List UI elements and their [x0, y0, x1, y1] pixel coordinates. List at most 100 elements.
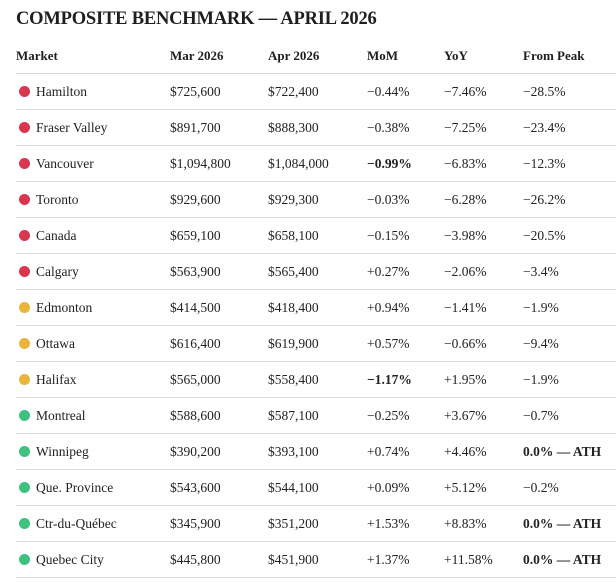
mom-cell: −0.44% — [367, 73, 444, 110]
table-row: Que. Province $543,600 $544,100 +0.09% +5.12… — [16, 469, 616, 506]
from-peak-cell: 0.0% — ATH — [523, 541, 616, 578]
mar-2026-cell: $659,100 — [170, 217, 268, 254]
market-name: Winnipeg — [36, 443, 89, 459]
mom-cell: −0.03% — [367, 181, 444, 218]
market-cell: Halifax — [16, 361, 170, 398]
apr-2026-cell: $451,900 — [268, 541, 367, 578]
market-cell: Edmonton — [16, 289, 170, 326]
apr-2026-cell: $929,300 — [268, 181, 367, 218]
from-peak-cell: 0.0% — ATH — [523, 505, 616, 542]
apr-2026-cell: $587,100 — [268, 397, 367, 434]
status-dot-icon — [19, 229, 30, 241]
table-row: Canada $659,100 $658,100 −0.15% −3.98% −20.5% — [16, 217, 616, 254]
column-header-mom: MoM — [367, 38, 444, 74]
market-cell: Hamilton — [16, 73, 170, 110]
yoy-cell: −2.06% — [444, 253, 523, 290]
mar-2026-cell: $445,800 — [170, 541, 268, 578]
table-row: Quebec City $445,800 $451,900 +1.37% +11.58%… — [16, 541, 616, 578]
market-name: Halifax — [36, 371, 77, 387]
from-peak-cell: 0.0% — ATH — [523, 433, 616, 470]
mar-2026-cell: $414,500 — [170, 289, 268, 326]
table-row: Halifax $565,000 $558,400 −1.17% +1.95% −1.9% — [16, 361, 616, 398]
from-peak-cell: −26.2% — [523, 181, 616, 218]
table-row: Toronto $929,600 $929,300 −0.03% −6.28% −26.2… — [16, 181, 616, 218]
from-peak-cell: −3.4% — [523, 253, 616, 290]
market-name: Montreal — [36, 407, 86, 423]
mom-cell: +0.09% — [367, 469, 444, 506]
table-row: Vancouver $1,094,800 $1,084,000 −0.99% −6.83… — [16, 145, 616, 182]
table-row: Ctr-du-Québec $345,900 $351,200 +1.53% +8.83… — [16, 505, 616, 542]
from-peak-cell: −12.3% — [523, 145, 616, 182]
status-dot-icon — [19, 265, 30, 277]
market-cell: Que. Province — [16, 469, 170, 506]
benchmark-table: Market Mar 2026 Apr 2026 MoM YoY From Pe… — [16, 38, 616, 578]
from-peak-cell: −0.7% — [523, 397, 616, 434]
mom-cell: −0.99% — [367, 145, 444, 182]
apr-2026-cell: $658,100 — [268, 217, 367, 254]
column-header-apr-2026: Apr 2026 — [268, 38, 367, 74]
market-name: Ottawa — [36, 335, 75, 351]
mar-2026-cell: $563,900 — [170, 253, 268, 290]
from-peak-cell: −1.9% — [523, 361, 616, 398]
mom-cell: +0.27% — [367, 253, 444, 290]
market-name: Fraser Valley — [36, 119, 108, 135]
table-title: COMPOSITE BENCHMARK — APRIL 2026 — [16, 9, 377, 29]
yoy-cell: −0.66% — [444, 325, 523, 362]
from-peak-cell: −28.5% — [523, 73, 616, 110]
mom-cell: +1.53% — [367, 505, 444, 542]
table-row: Ottawa $616,400 $619,900 +0.57% −0.66% −9.4% — [16, 325, 616, 362]
from-peak-cell: −1.9% — [523, 289, 616, 326]
mom-cell: −0.15% — [367, 217, 444, 254]
table-body: Hamilton $725,600 $722,400 −0.44% −7.46% −28.… — [16, 73, 616, 578]
column-header-market: Market — [16, 38, 170, 74]
market-cell: Montreal — [16, 397, 170, 434]
column-header-mar-2026: Mar 2026 — [170, 38, 268, 74]
mom-cell: +0.57% — [367, 325, 444, 362]
status-dot-icon — [19, 121, 30, 133]
yoy-cell: +5.12% — [444, 469, 523, 506]
yoy-cell: +1.95% — [444, 361, 523, 398]
yoy-cell: −6.28% — [444, 181, 523, 218]
mar-2026-cell: $543,600 — [170, 469, 268, 506]
yoy-cell: −7.25% — [444, 109, 523, 146]
table-row: Calgary $563,900 $565,400 +0.27% −2.06% −3.4% — [16, 253, 616, 290]
apr-2026-cell: $1,084,000 — [268, 145, 367, 182]
mar-2026-cell: $929,600 — [170, 181, 268, 218]
table-row: Edmonton $414,500 $418,400 +0.94% −1.41% −1.9… — [16, 289, 616, 326]
market-name: Canada — [36, 227, 77, 243]
apr-2026-cell: $558,400 — [268, 361, 367, 398]
status-dot-icon — [19, 409, 30, 421]
status-dot-icon — [19, 553, 30, 565]
mom-cell: +0.94% — [367, 289, 444, 326]
market-cell: Quebec City — [16, 541, 170, 578]
apr-2026-cell: $619,900 — [268, 325, 367, 362]
yoy-cell: +8.83% — [444, 505, 523, 542]
table-header-row: Market Mar 2026 Apr 2026 MoM YoY From Pe… — [16, 38, 616, 74]
column-header-from-peak: From Peak — [523, 38, 616, 74]
table-row: Hamilton $725,600 $722,400 −0.44% −7.46% −28.… — [16, 73, 616, 110]
apr-2026-cell: $544,100 — [268, 469, 367, 506]
mom-cell: +0.74% — [367, 433, 444, 470]
market-cell: Canada — [16, 217, 170, 254]
market-name: Edmonton — [36, 299, 93, 315]
from-peak-cell: −20.5% — [523, 217, 616, 254]
yoy-cell: −6.83% — [444, 145, 523, 182]
column-header-yoy: YoY — [444, 38, 523, 74]
yoy-cell: +3.67% — [444, 397, 523, 434]
market-name: Toronto — [36, 191, 79, 207]
mar-2026-cell: $891,700 — [170, 109, 268, 146]
mar-2026-cell: $616,400 — [170, 325, 268, 362]
market-cell: Ctr-du-Québec — [16, 505, 170, 542]
mar-2026-cell: $390,200 — [170, 433, 268, 470]
status-dot-icon — [19, 337, 30, 349]
table-row: Montreal $588,600 $587,100 −0.25% +3.67% −0.7… — [16, 397, 616, 434]
table-row: Winnipeg $390,200 $393,100 +0.74% +4.46% 0.0%… — [16, 433, 616, 470]
yoy-cell: −1.41% — [444, 289, 523, 326]
apr-2026-cell: $888,300 — [268, 109, 367, 146]
from-peak-cell: −9.4% — [523, 325, 616, 362]
mom-cell: −0.25% — [367, 397, 444, 434]
yoy-cell: −3.98% — [444, 217, 523, 254]
mom-cell: −0.38% — [367, 109, 444, 146]
status-dot-icon — [19, 85, 30, 97]
